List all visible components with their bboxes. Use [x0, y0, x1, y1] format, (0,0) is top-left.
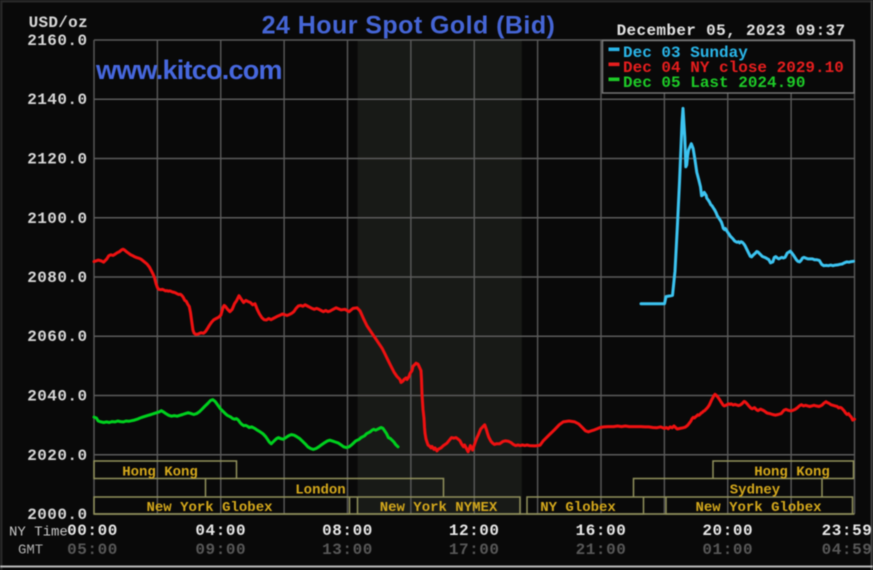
svg-text:09:00: 09:00	[195, 541, 246, 559]
svg-text:17:00: 17:00	[449, 541, 500, 559]
svg-text:01:00: 01:00	[702, 541, 753, 559]
svg-text:Hong Kong: Hong Kong	[122, 465, 198, 481]
svg-text:23:59: 23:59	[822, 522, 873, 540]
svg-text:New York Globex: New York Globex	[695, 500, 822, 516]
svg-text:2160.0: 2160.0	[27, 32, 87, 50]
svg-text:2100.0: 2100.0	[27, 210, 87, 228]
svg-text:Dec 04 NY close 2029.10: Dec 04 NY close 2029.10	[623, 59, 844, 77]
svg-text:04:00: 04:00	[195, 522, 246, 540]
svg-text:05:00: 05:00	[67, 541, 118, 559]
svg-text:20:00: 20:00	[702, 522, 753, 540]
svg-text:New York NYMEX: New York NYMEX	[380, 500, 498, 516]
svg-text:21:00: 21:00	[576, 541, 627, 559]
svg-text:December 05, 2023 09:37: December 05, 2023 09:37	[617, 22, 846, 40]
svg-text:2080.0: 2080.0	[27, 269, 87, 287]
svg-text:12:00: 12:00	[449, 522, 500, 540]
svg-text:13:00: 13:00	[322, 541, 373, 559]
svg-text:NY Time: NY Time	[9, 525, 68, 541]
svg-text:08:00: 08:00	[322, 522, 373, 540]
svg-text:New York Globex: New York Globex	[146, 500, 273, 516]
svg-text:04:59: 04:59	[822, 541, 873, 559]
svg-text:16:00: 16:00	[576, 522, 627, 540]
svg-text:2060.0: 2060.0	[27, 328, 87, 346]
svg-text:GMT: GMT	[18, 543, 43, 559]
svg-text:2040.0: 2040.0	[27, 388, 87, 406]
svg-text:2140.0: 2140.0	[27, 91, 87, 109]
svg-text:Dec 03 Sunday: Dec 03 Sunday	[623, 44, 748, 62]
svg-text:2000.0: 2000.0	[27, 506, 87, 524]
svg-text:London: London	[295, 483, 345, 499]
svg-text:Hong Kong: Hong Kong	[754, 465, 830, 481]
svg-text:2020.0: 2020.0	[27, 447, 87, 465]
svg-text:00:00: 00:00	[67, 522, 118, 540]
svg-text:Dec 05 Last 2024.90: Dec 05 Last 2024.90	[623, 74, 805, 92]
svg-text:Sydney: Sydney	[730, 483, 781, 499]
svg-text:24 Hour Spot Gold (Bid): 24 Hour Spot Gold (Bid)	[262, 12, 556, 40]
svg-text:USD/oz: USD/oz	[29, 14, 88, 32]
svg-text:www.kitco.com: www.kitco.com	[95, 55, 282, 85]
svg-text:2120.0: 2120.0	[27, 151, 87, 169]
svg-text:NY Globex: NY Globex	[540, 500, 616, 516]
